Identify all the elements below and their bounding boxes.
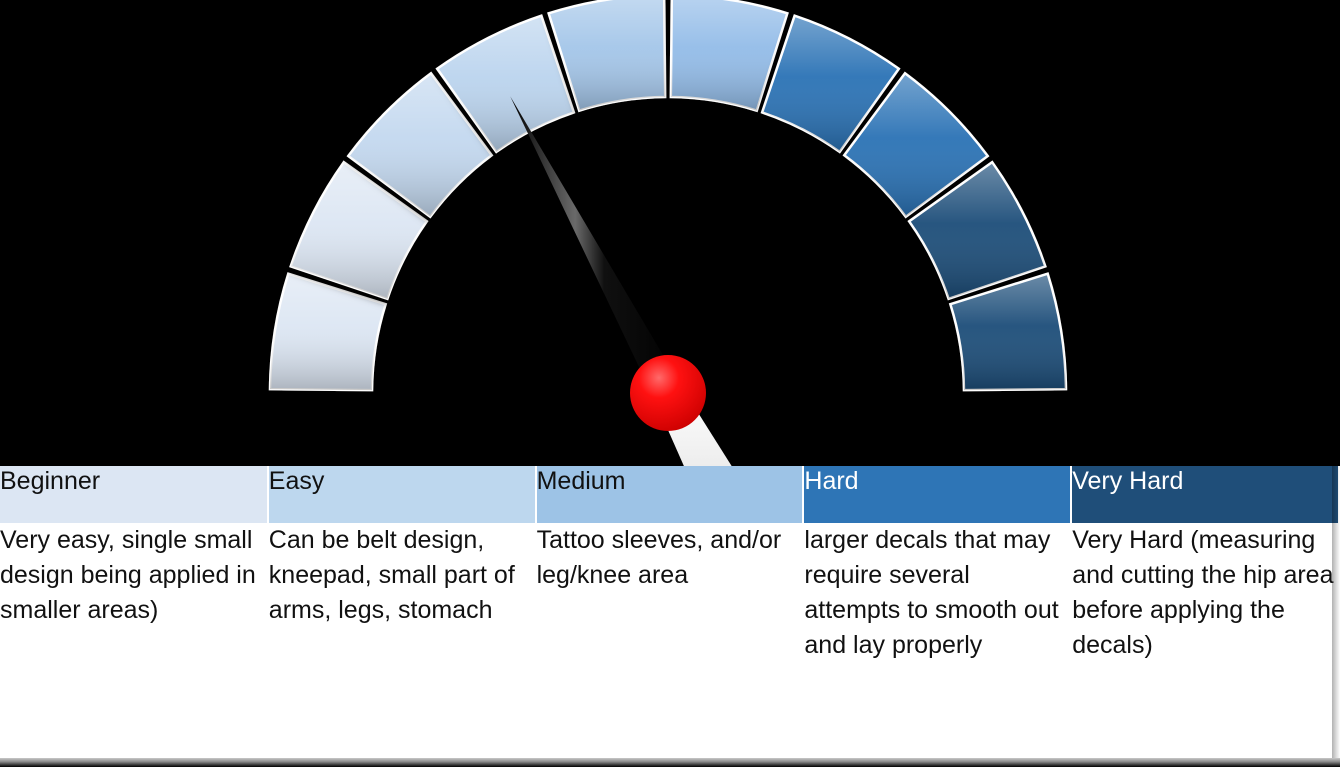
gauge-chart <box>268 0 1068 470</box>
legend-table-container: Beginner Easy Medium Hard Very Hard Very… <box>0 466 1340 767</box>
column-header-beginner: Beginner <box>0 466 269 523</box>
gauge-segment-shading-3 <box>348 73 492 217</box>
column-body-easy: Can be belt design, kneepad, small part … <box>267 523 537 763</box>
gauge-segment-shading-6 <box>670 0 788 111</box>
table-body-row: Very easy, single small design being app… <box>0 523 1340 763</box>
column-header-medium: Medium <box>535 466 805 523</box>
difficulty-table: Beginner Easy Medium Hard Very Hard Very… <box>0 466 1340 763</box>
table-header-row: Beginner Easy Medium Hard Very Hard <box>0 466 1340 523</box>
gauge-svg <box>268 0 1068 470</box>
needle-pointer <box>510 96 682 401</box>
column-header-easy: Easy <box>267 466 537 523</box>
column-body-hard: larger decals that may require several a… <box>803 523 1073 763</box>
table-edge-shadow <box>1332 466 1340 767</box>
gauge-segment-shading-9 <box>909 162 1046 299</box>
gauge-segment-shading-10 <box>950 273 1066 391</box>
gauge-segment-shading-8 <box>844 73 988 217</box>
gauge-segment-shading-2 <box>290 162 427 299</box>
table-bottom-shadow <box>0 758 1340 767</box>
column-body-very-hard: Very Hard (measuring and cutting the hip… <box>1071 523 1340 763</box>
column-body-medium: Tattoo sleeves, and/or leg/knee area <box>535 523 805 763</box>
column-body-beginner: Very easy, single small design being app… <box>0 523 269 763</box>
gauge-segment-shading-4 <box>437 15 574 152</box>
column-header-very-hard: Very Hard <box>1071 466 1340 523</box>
gauge-segment-shading-7 <box>762 15 899 152</box>
gauge-segments <box>268 0 1068 392</box>
column-header-hard: Hard <box>803 466 1073 523</box>
gauge-segment-shading-1 <box>270 273 386 391</box>
gauge-segment-shading-5 <box>548 0 666 111</box>
gauge-needle <box>510 96 733 470</box>
needle-hub <box>630 355 706 431</box>
